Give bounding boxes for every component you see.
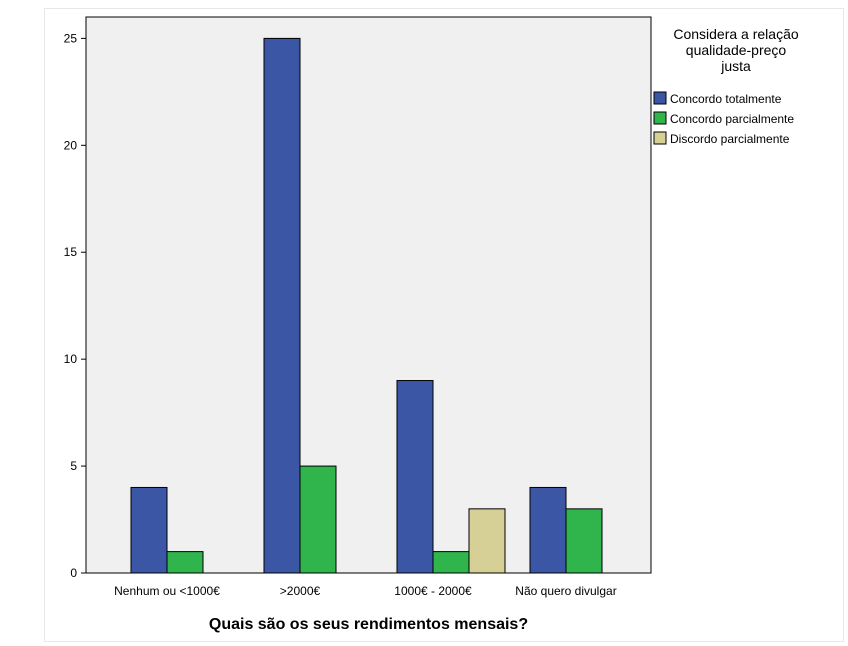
y-tick-label: 20 (64, 138, 78, 152)
legend-title-line: Considera a relação (673, 26, 799, 42)
x-axis-title: Quais são os seus rendimentos mensais? (209, 616, 528, 633)
legend-label-1: Concordo totalmente (670, 92, 782, 106)
legend-title-line: justa (720, 58, 751, 74)
x-tick-label: 1000€ - 2000€ (394, 584, 472, 598)
legend-swatch-1 (653, 91, 667, 105)
y-tick-label: 5 (70, 459, 77, 473)
legend-label-3: Discordo parcialmente (670, 132, 790, 146)
bar-2-4 (565, 508, 603, 574)
y-tick-label: 10 (64, 352, 78, 366)
bar-2-2 (299, 465, 337, 574)
chart-figure: 0 5 10 15 20 25 Nenhum ou <1000€ >2000€ 1000€ - … (44, 8, 844, 642)
x-tick-label: >2000€ (280, 584, 321, 598)
legend-label-2: Concordo parcialmente (670, 112, 794, 126)
plot-area (85, 16, 652, 574)
bar-3-3 (468, 508, 506, 574)
bar-chart: 0 5 10 15 20 25 Nenhum ou <1000€ >2000€ 1000€ - … (64, 16, 799, 633)
bar-1-1 (130, 486, 168, 574)
legend-swatch-3 (653, 131, 667, 145)
bar-1-2 (263, 37, 301, 574)
x-tick-label: Não quero divulgar (515, 584, 616, 598)
bar-2-1 (166, 551, 204, 574)
y-tick-label: 0 (70, 566, 77, 580)
y-tick-label: 15 (64, 245, 78, 259)
bar-2-3 (432, 551, 470, 574)
y-tick-label: 25 (64, 31, 78, 45)
bar-1-3 (396, 380, 434, 574)
legend-swatch-2 (653, 111, 667, 125)
x-tick-label: Nenhum ou <1000€ (114, 584, 220, 598)
legend-title-line: qualidade-preço (686, 42, 787, 58)
bar-1-4 (529, 486, 567, 574)
